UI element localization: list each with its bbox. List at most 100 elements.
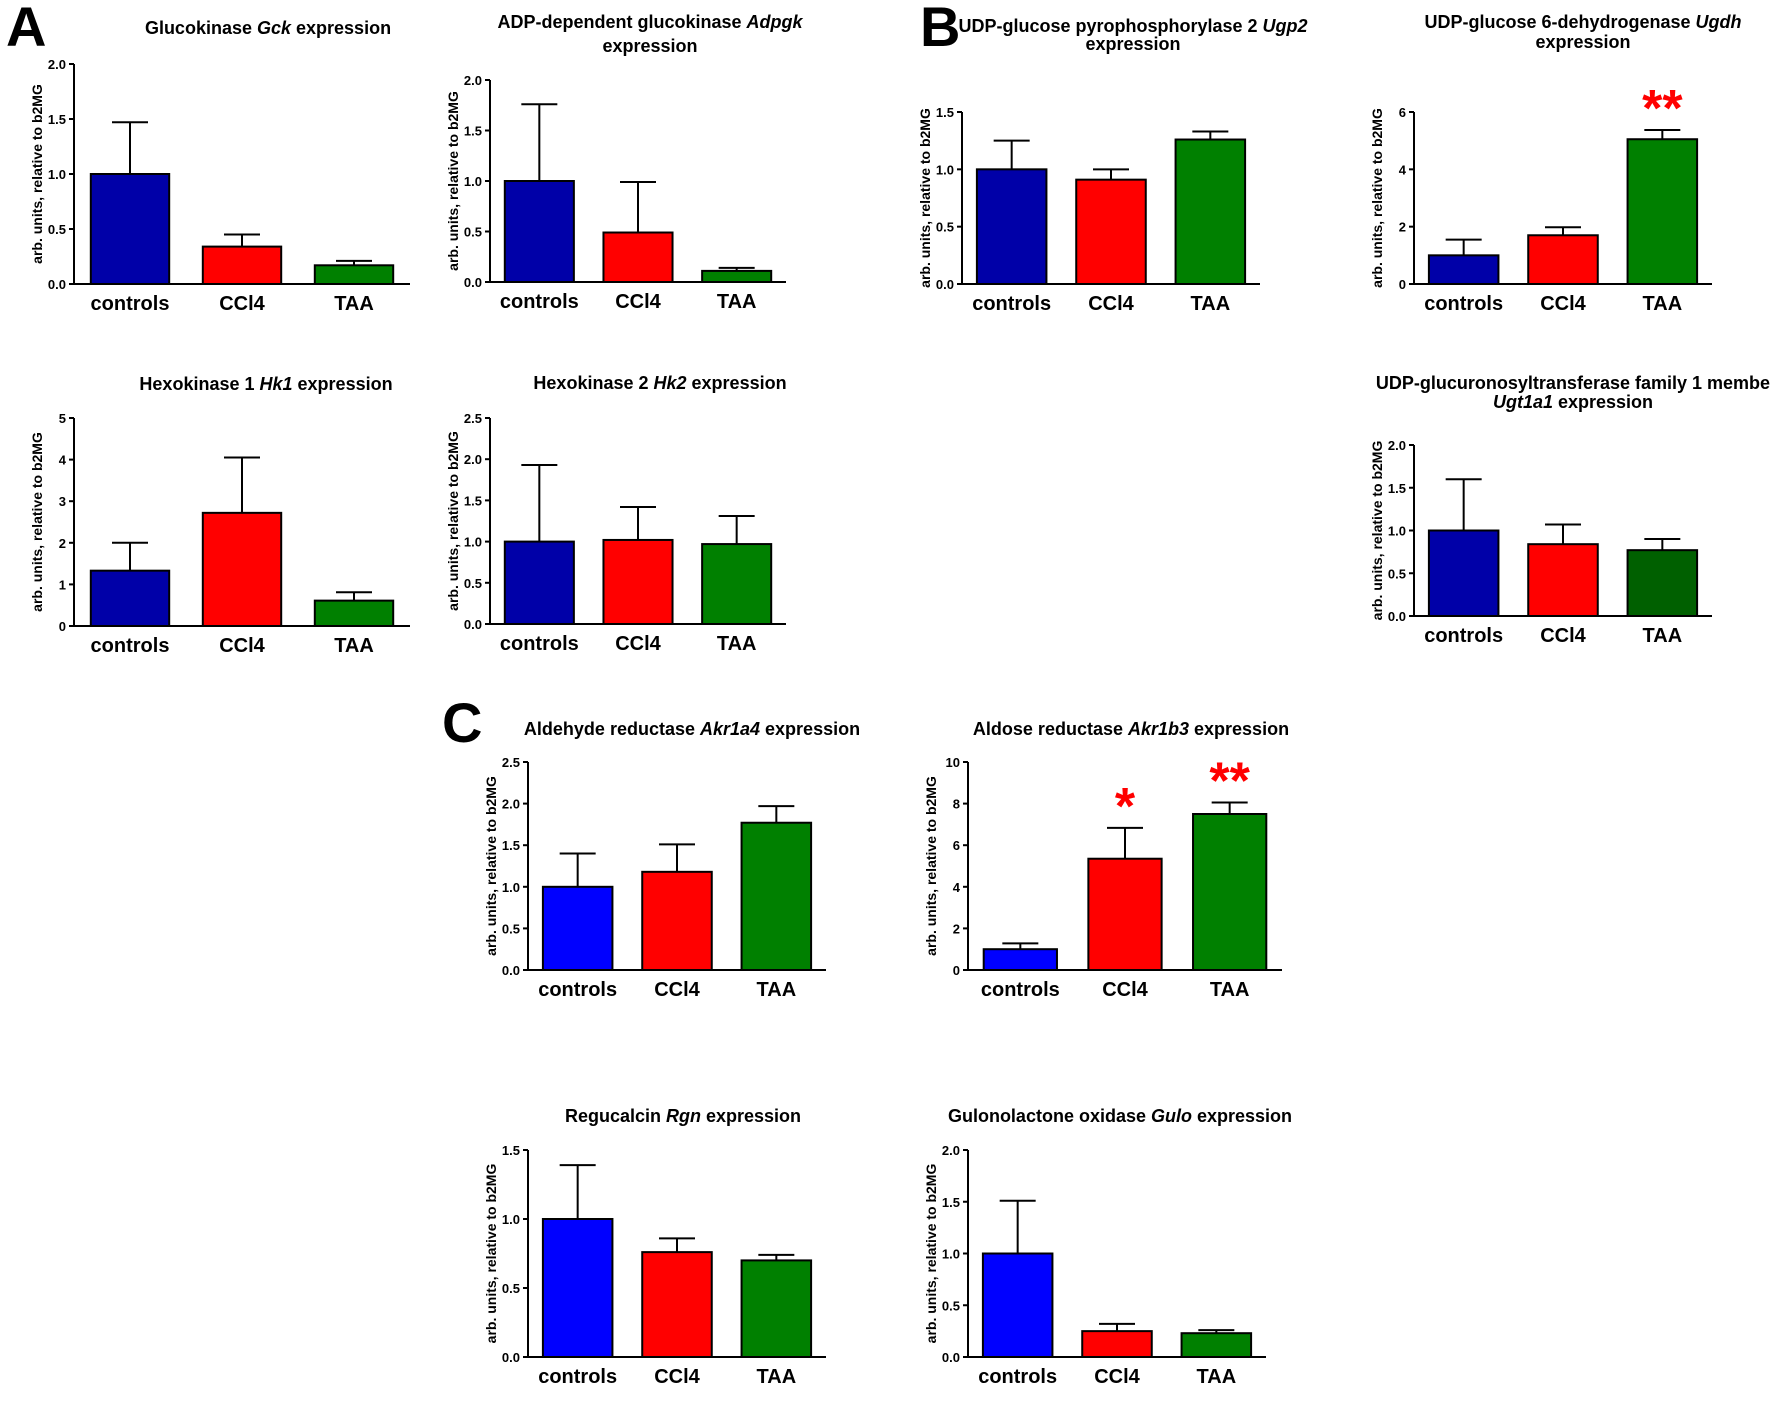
- chart-title-line2: Ugt1a1 expression: [1493, 392, 1653, 412]
- chart-title: UDP-glucuronosyltransferase family 1 mem…: [1376, 373, 1770, 393]
- y-tick-label: 1.0: [936, 162, 954, 177]
- y-tick-label: 2.5: [464, 411, 482, 426]
- y-tick-label: 1.0: [1388, 524, 1406, 539]
- x-tick-label: CCl4: [615, 633, 661, 655]
- y-tick-label: 0: [1399, 277, 1406, 292]
- y-tick-label: 1.0: [502, 880, 520, 895]
- y-tick-label: 0.0: [502, 963, 520, 978]
- y-axis-label: arb. units, relative to b2MG: [917, 108, 933, 288]
- bar-taa: [313, 264, 395, 285]
- y-tick-label: 0.0: [942, 1350, 960, 1365]
- chart-title: Hexokinase 1 Hk1 expression: [139, 374, 392, 394]
- x-tick-label: controls: [981, 979, 1060, 1001]
- significance-marker: **: [1209, 753, 1250, 811]
- bar-controls: [503, 540, 575, 625]
- title-text: expression: [602, 36, 697, 56]
- y-tick-label: 0.0: [464, 275, 482, 290]
- x-tick-label: controls: [1424, 293, 1503, 315]
- x-tick-label: TAA: [1643, 625, 1683, 647]
- title-gene-symbol: Adpgk: [746, 12, 804, 32]
- bar-taa: [1626, 549, 1699, 617]
- x-tick-label: controls: [500, 633, 579, 655]
- bar-controls: [1427, 254, 1500, 285]
- title-gene-symbol: Akr1a4: [699, 719, 760, 739]
- bar-controls: [981, 1252, 1054, 1358]
- title-text: expression: [1192, 1106, 1292, 1126]
- title-text: expression: [1553, 392, 1653, 412]
- x-tick-label: controls: [972, 293, 1051, 315]
- x-tick-label: CCl4: [654, 979, 700, 1001]
- x-tick-label: controls: [978, 1366, 1057, 1388]
- y-axis-label: arb. units, relative to b2MG: [1369, 441, 1385, 621]
- y-tick-label: 1.5: [502, 1143, 520, 1158]
- panel-letter-a: A: [6, 0, 46, 58]
- bar-ccl4: [602, 231, 674, 283]
- bar-taa: [1192, 813, 1268, 971]
- y-tick-label: 2: [1399, 220, 1406, 235]
- y-tick-label: 0.0: [502, 1350, 520, 1365]
- x-tick-label: controls: [91, 635, 170, 657]
- chart-title: Glucokinase Gck expression: [145, 18, 391, 38]
- y-tick-label: 0.0: [936, 277, 954, 292]
- y-tick-label: 0.5: [942, 1298, 960, 1313]
- y-tick-label: 2: [59, 536, 66, 551]
- x-tick-label: CCl4: [1540, 625, 1586, 647]
- y-tick-label: 2.0: [942, 1143, 960, 1158]
- chart-title-line2: expression: [602, 36, 697, 56]
- chart-title: Gulonolactone oxidase Gulo expression: [948, 1106, 1292, 1126]
- chart-6: Hexokinase 2 Hk2 expression arb. units, r…: [445, 373, 787, 655]
- y-tick-label: 5: [59, 411, 66, 426]
- y-tick-label: 1.0: [502, 1212, 520, 1227]
- y-tick-label: 0.5: [502, 921, 520, 936]
- chart-5: Hexokinase 1 Hk1 expression arb. units, r…: [29, 374, 410, 657]
- x-tick-label: CCl4: [219, 293, 265, 315]
- x-tick-label: TAA: [334, 293, 374, 315]
- y-tick-label: 0.5: [464, 576, 482, 591]
- chart-2: ADP-dependent glucokinase Adpgk expressio…: [445, 12, 804, 313]
- title-text: expression: [701, 1106, 801, 1126]
- bar-controls: [982, 948, 1058, 972]
- y-tick-label: 0.5: [464, 225, 482, 240]
- bar-taa: [1180, 1332, 1253, 1358]
- y-tick-label: 6: [953, 838, 960, 853]
- chart-7: UDP-glucuronosyltransferase family 1 mem…: [1369, 373, 1770, 647]
- y-tick-label: 2.0: [464, 73, 482, 88]
- chart-9: Aldose reductase Akr1b3 expression arb. u…: [923, 719, 1289, 1001]
- charts-layer: Glucokinase Gck expression arb. units, re…: [29, 12, 1770, 1388]
- title-gene-symbol: Ugdh: [1696, 12, 1742, 32]
- title-text: expression: [291, 18, 391, 38]
- x-tick-label: controls: [500, 291, 579, 313]
- title-text: UDP-glucose 6-dehydrogenase: [1424, 12, 1695, 32]
- y-axis-label: arb. units, relative to b2MG: [1369, 108, 1385, 288]
- title-gene-symbol: Gck: [257, 18, 292, 38]
- panel-letter-c: C: [442, 691, 482, 754]
- x-tick-label: TAA: [757, 979, 797, 1001]
- title-gene-symbol: Akr1b3: [1127, 719, 1189, 739]
- title-text: Aldose reductase: [973, 719, 1128, 739]
- x-tick-label: controls: [1424, 625, 1503, 647]
- x-tick-label: CCl4: [1088, 293, 1134, 315]
- y-tick-label: 2.0: [48, 57, 66, 72]
- y-tick-label: 0: [59, 619, 66, 634]
- y-axis-label: arb. units, relative to b2MG: [445, 91, 461, 271]
- bar-ccl4: [201, 245, 283, 286]
- x-tick-label: CCl4: [219, 635, 265, 657]
- y-tick-label: 0.0: [464, 617, 482, 632]
- significance-marker: *: [1115, 778, 1136, 836]
- title-text: expression: [1085, 34, 1180, 54]
- title-text: expression: [293, 374, 393, 394]
- y-tick-label: 4: [953, 880, 961, 895]
- bar-ccl4: [1527, 543, 1599, 617]
- y-tick-label: 1.0: [48, 167, 66, 182]
- significance-marker: **: [1642, 80, 1683, 138]
- y-axis-label: arb. units, relative to b2MG: [29, 432, 45, 612]
- x-tick-label: TAA: [1210, 979, 1250, 1001]
- panel-letter-b: B: [920, 0, 960, 58]
- y-axis-label: arb. units, relative to b2MG: [29, 84, 45, 264]
- y-tick-label: 1.5: [1388, 481, 1406, 496]
- bar-taa: [740, 821, 813, 972]
- bar-ccl4: [602, 538, 674, 626]
- chart-10: Regucalcin Rgn expression arb. units, rel…: [483, 1106, 826, 1388]
- bar-taa: [1174, 138, 1247, 285]
- title-gene-symbol: Hk1: [260, 374, 293, 394]
